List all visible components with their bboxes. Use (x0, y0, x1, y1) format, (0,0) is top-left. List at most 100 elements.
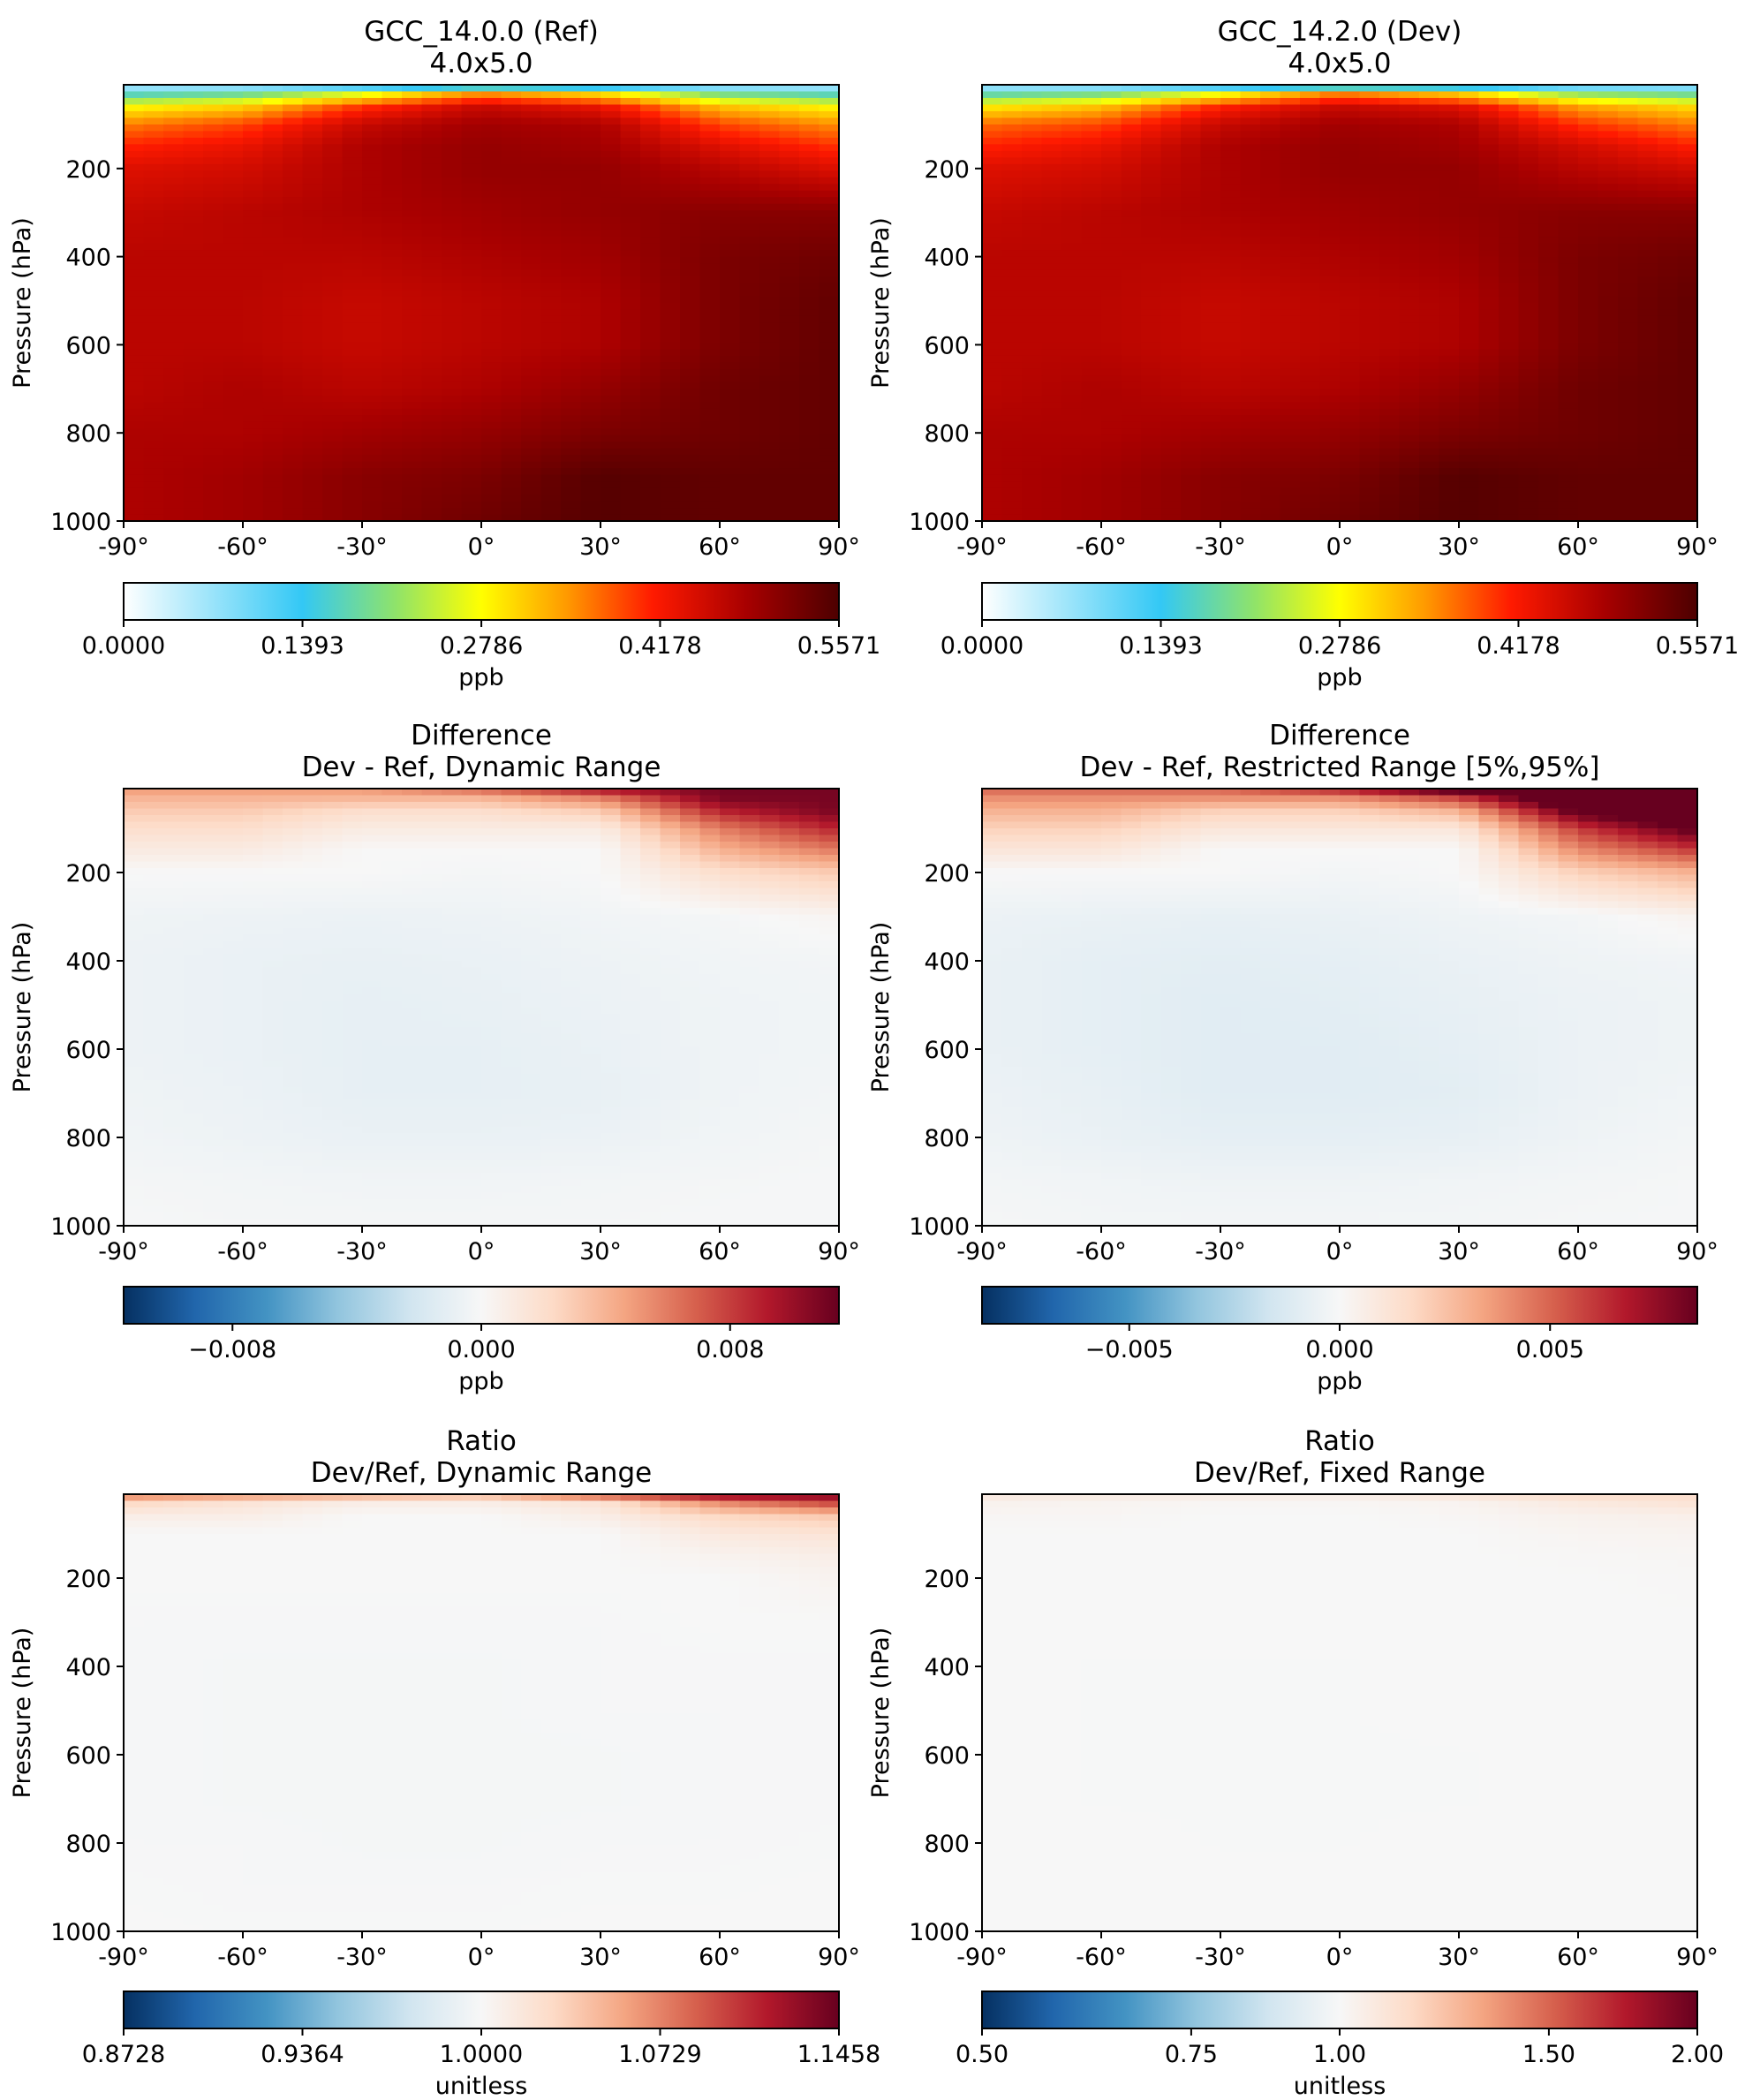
heatmap-cell (481, 217, 502, 224)
heatmap-cell (1320, 382, 1341, 389)
heatmap-cell (820, 382, 840, 389)
heatmap-cell (283, 303, 303, 310)
heatmap-cell (303, 415, 323, 422)
heatmap-cell (1002, 210, 1023, 217)
heatmap-cell (1400, 356, 1420, 363)
heatmap-cell (1220, 336, 1241, 343)
heatmap-cell (481, 349, 502, 356)
heatmap-cell (820, 495, 840, 502)
heatmap-cell (1638, 151, 1658, 158)
heatmap-cell (521, 297, 541, 304)
heatmap-cell (1598, 369, 1619, 376)
heatmap-cell (1161, 303, 1182, 310)
heatmap-cell (1022, 375, 1042, 382)
heatmap-cell (700, 244, 721, 251)
heatmap-cell (163, 257, 184, 264)
heatmap-cell (1141, 117, 1161, 125)
heatmap-cell (1260, 508, 1280, 515)
heatmap-cell (402, 336, 422, 343)
y-tick-label: 600 (924, 332, 970, 359)
heatmap-cell (1519, 104, 1539, 111)
heatmap-cell (1181, 297, 1201, 304)
heatmap-cell (780, 442, 800, 449)
heatmap-cell (1379, 322, 1400, 329)
heatmap-cell (1201, 204, 1221, 211)
heatmap-cell (720, 402, 740, 409)
heatmap-cell (124, 462, 144, 469)
heatmap-cell (1519, 303, 1539, 310)
heatmap-cell (343, 178, 363, 185)
heatmap-cell (1280, 230, 1301, 238)
heatmap-cell (442, 435, 462, 442)
heatmap-cell (1578, 244, 1598, 251)
heatmap-cell (1181, 125, 1201, 132)
heatmap-cell (799, 263, 820, 270)
colorbar-label: ppb (1317, 664, 1362, 691)
heatmap-cell (1002, 428, 1023, 435)
heatmap-cell (621, 409, 641, 416)
heatmap-cell (322, 270, 343, 277)
heatmap-cell (203, 349, 223, 356)
heatmap-cell (1638, 508, 1658, 515)
heatmap-cell (322, 442, 343, 449)
heatmap-cell (581, 217, 601, 224)
heatmap-cell (561, 303, 581, 310)
heatmap-cell (1598, 309, 1619, 316)
heatmap-cell (462, 375, 482, 382)
heatmap-cell (640, 462, 661, 469)
heatmap-cell (203, 257, 223, 264)
colorbar-tick-label: 0.5571 (1656, 632, 1739, 660)
heatmap-cell (263, 396, 283, 403)
heatmap-cell (1578, 178, 1598, 185)
heatmap-cell (481, 362, 502, 369)
heatmap-cell (1082, 230, 1102, 238)
heatmap-cell (442, 290, 462, 297)
heatmap-cell (1241, 309, 1261, 316)
heatmap-cell (283, 91, 303, 98)
heatmap-cell (1360, 362, 1380, 369)
heatmap-cell (1459, 184, 1479, 191)
heatmap-cell (442, 402, 462, 409)
heatmap-cell (402, 809, 422, 816)
heatmap-cell (243, 415, 263, 422)
x-tick-label: -90° (98, 533, 149, 561)
heatmap-cell (1022, 223, 1042, 230)
heatmap-cell (740, 230, 760, 238)
heatmap-cell (1538, 475, 1559, 482)
heatmap-cell (1578, 257, 1598, 264)
heatmap-cell (581, 449, 601, 456)
heatmap-cell (982, 396, 1002, 403)
heatmap-cell (1459, 125, 1479, 132)
heatmap-cell (343, 369, 363, 376)
heatmap-cell (1320, 428, 1341, 435)
heatmap-cell (203, 178, 223, 185)
heatmap-cell (203, 488, 223, 495)
heatmap-cell (1002, 138, 1023, 145)
heatmap-cell (362, 297, 382, 304)
heatmap-cell (561, 809, 581, 816)
heatmap-cell (144, 809, 164, 816)
heatmap-cell (982, 237, 1002, 244)
heatmap-cell (1220, 475, 1241, 482)
heatmap-cell (1101, 309, 1122, 316)
heatmap-cell (1638, 263, 1658, 270)
heatmap-cell (1360, 223, 1380, 230)
heatmap-cell (462, 309, 482, 316)
heatmap-cell (1022, 111, 1042, 118)
heatmap-cell (720, 802, 740, 809)
heatmap-cell (1161, 131, 1182, 138)
heatmap-cell (720, 230, 740, 238)
heatmap-cell (283, 789, 303, 796)
heatmap-cell (661, 382, 681, 389)
heatmap-cell (1578, 117, 1598, 125)
heatmap-cell (601, 91, 621, 98)
heatmap-cell (1002, 402, 1023, 409)
heatmap-cell (1400, 178, 1420, 185)
heatmap-cell (243, 382, 263, 389)
heatmap-cell (1220, 402, 1241, 409)
heatmap-cell (1419, 508, 1439, 515)
heatmap-cell (1300, 217, 1320, 224)
heatmap-cell (1559, 356, 1579, 363)
heatmap-cell (1042, 170, 1062, 178)
heatmap-cell (799, 283, 820, 291)
